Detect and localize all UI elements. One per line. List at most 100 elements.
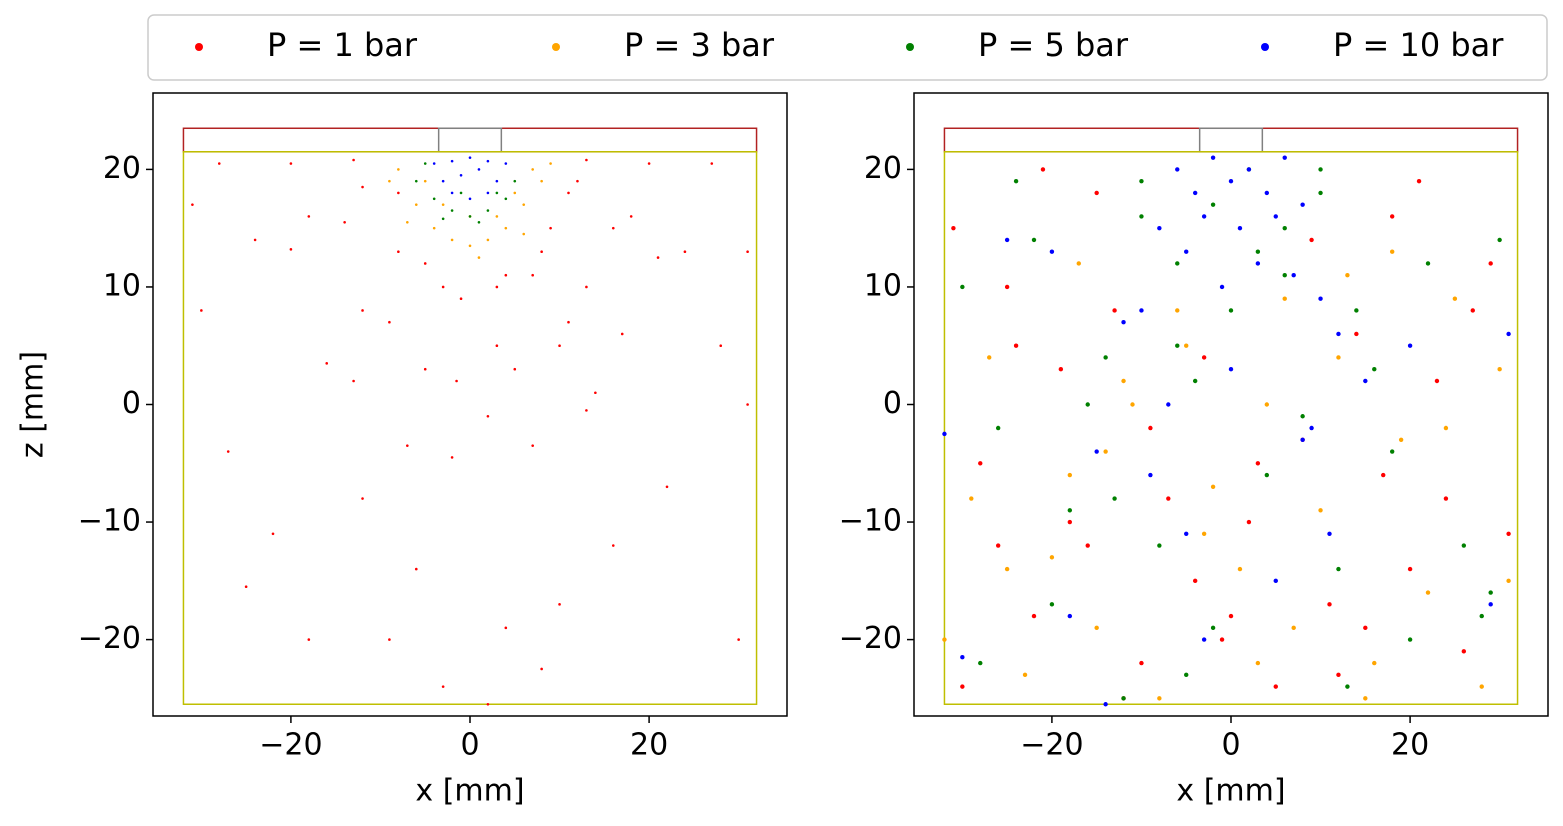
point bbox=[1148, 472, 1153, 478]
point bbox=[1210, 202, 1216, 207]
point bbox=[441, 217, 445, 221]
point bbox=[1452, 296, 1458, 301]
y-tick-label: −10 bbox=[78, 504, 141, 539]
point bbox=[414, 203, 418, 206]
outline bbox=[182, 127, 758, 153]
point bbox=[1067, 613, 1073, 619]
point bbox=[1318, 190, 1323, 196]
point bbox=[459, 297, 463, 301]
point bbox=[1184, 249, 1189, 254]
point bbox=[468, 215, 472, 218]
point bbox=[1273, 684, 1278, 689]
point bbox=[432, 162, 436, 165]
point bbox=[1488, 261, 1493, 266]
point bbox=[504, 162, 508, 165]
point bbox=[1309, 425, 1314, 431]
point bbox=[388, 638, 391, 641]
legend-marker bbox=[195, 43, 203, 51]
point bbox=[683, 250, 687, 253]
point bbox=[486, 414, 490, 418]
point bbox=[406, 221, 409, 224]
point bbox=[1103, 355, 1108, 360]
point bbox=[352, 158, 355, 162]
point bbox=[1031, 613, 1037, 619]
point bbox=[531, 444, 534, 447]
point bbox=[531, 168, 534, 171]
point bbox=[513, 179, 517, 183]
y-tick-label: 20 bbox=[103, 151, 141, 186]
point bbox=[1219, 284, 1225, 290]
point bbox=[1488, 602, 1493, 607]
point bbox=[1184, 672, 1189, 678]
point bbox=[468, 156, 472, 159]
point bbox=[459, 191, 463, 195]
point bbox=[978, 461, 983, 466]
point bbox=[200, 309, 203, 312]
point bbox=[504, 197, 508, 201]
point bbox=[1228, 178, 1234, 184]
point bbox=[504, 626, 508, 630]
point bbox=[486, 238, 490, 242]
point bbox=[432, 197, 436, 201]
point bbox=[1067, 508, 1073, 513]
point bbox=[1094, 449, 1099, 454]
outline bbox=[1198, 127, 1264, 153]
point bbox=[1497, 367, 1502, 372]
point bbox=[1157, 696, 1162, 701]
x-tick-label: −20 bbox=[1020, 728, 1083, 763]
point bbox=[271, 532, 275, 536]
point bbox=[1470, 308, 1475, 313]
legend-label: P = 5 bar bbox=[978, 26, 1129, 64]
axes-frame bbox=[152, 92, 788, 717]
point bbox=[1255, 461, 1261, 466]
point bbox=[737, 638, 740, 641]
point bbox=[1407, 343, 1413, 348]
point bbox=[217, 162, 221, 165]
point bbox=[594, 391, 597, 395]
point bbox=[1389, 449, 1395, 454]
point bbox=[549, 226, 552, 230]
x-tick-label: 0 bbox=[1221, 728, 1240, 763]
point bbox=[1184, 343, 1189, 348]
point bbox=[1067, 472, 1073, 478]
point bbox=[1013, 178, 1019, 184]
point bbox=[567, 320, 570, 324]
point bbox=[1372, 660, 1377, 666]
point bbox=[585, 285, 588, 289]
point bbox=[1237, 566, 1243, 572]
point bbox=[1407, 566, 1413, 572]
point bbox=[1282, 272, 1287, 278]
point bbox=[1264, 402, 1270, 407]
point bbox=[611, 544, 615, 547]
legend-marker bbox=[1261, 43, 1269, 51]
point bbox=[1184, 531, 1189, 537]
point bbox=[414, 179, 418, 183]
point bbox=[513, 191, 517, 195]
point bbox=[423, 179, 427, 183]
point bbox=[1389, 214, 1395, 219]
outline bbox=[943, 127, 1519, 153]
point bbox=[226, 450, 230, 453]
point bbox=[558, 603, 561, 606]
point bbox=[1506, 531, 1511, 537]
point bbox=[1282, 155, 1287, 160]
point bbox=[978, 660, 983, 666]
point bbox=[1201, 355, 1207, 360]
point bbox=[522, 232, 526, 236]
point bbox=[1031, 237, 1037, 243]
point bbox=[1210, 484, 1216, 489]
point bbox=[1094, 625, 1099, 631]
point bbox=[1121, 378, 1126, 384]
point bbox=[987, 355, 992, 360]
legend-box bbox=[147, 14, 1548, 81]
point bbox=[969, 496, 974, 501]
point bbox=[1112, 308, 1117, 313]
point bbox=[1192, 190, 1198, 196]
point bbox=[1255, 261, 1261, 266]
point bbox=[1246, 167, 1252, 172]
point bbox=[746, 403, 749, 406]
point bbox=[468, 197, 472, 201]
point bbox=[1425, 590, 1431, 595]
point bbox=[1175, 167, 1180, 172]
point bbox=[441, 685, 445, 688]
